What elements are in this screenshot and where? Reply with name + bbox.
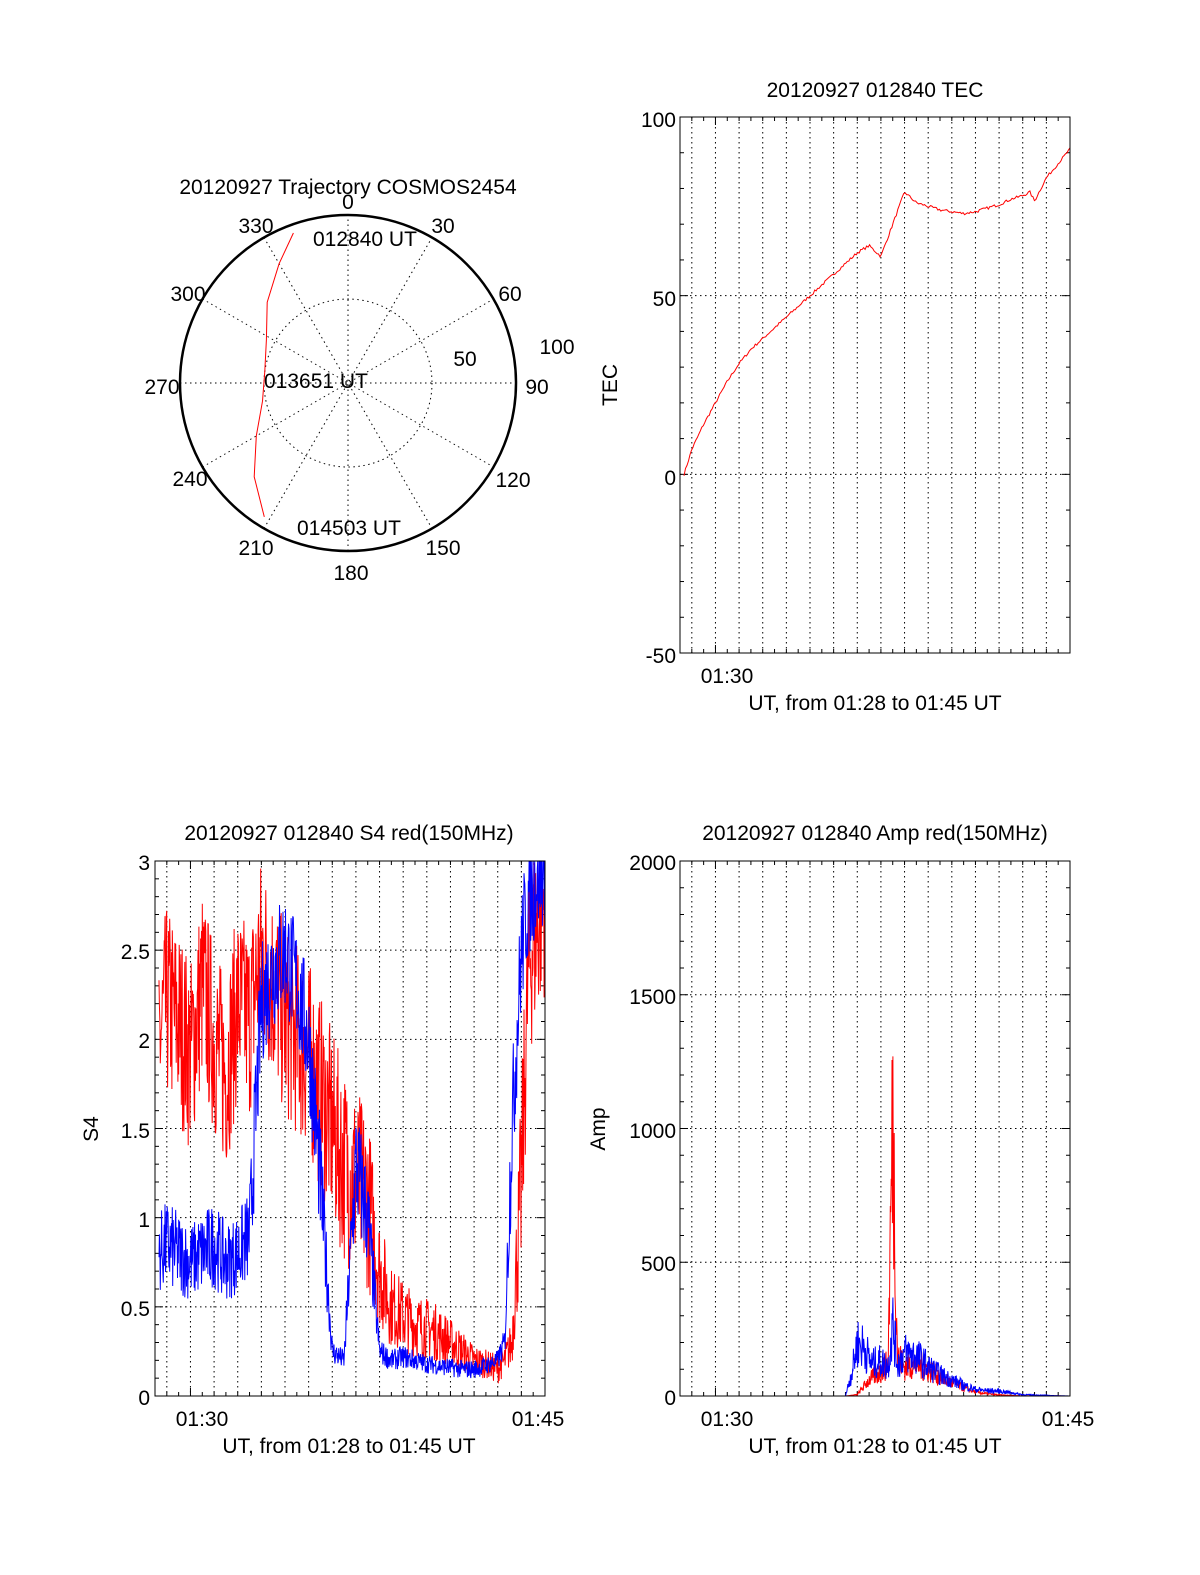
tec-frame [679, 116, 1071, 654]
tec-title: 20120927 012840 TEC [767, 79, 984, 102]
polar-outer-ring [178, 213, 518, 553]
amp-series-red [684, 1056, 1070, 1397]
tec-ytick-100: 100 [641, 109, 676, 132]
s4-xlabel: UT, from 01:28 to 01:45 UT [222, 1435, 475, 1458]
radius-label-50: 50 [453, 348, 476, 371]
trajectory-title: 20120927 Trajectory COSMOS2454 [179, 176, 517, 199]
tec-ytick-0: 0 [664, 467, 676, 490]
amp-panel: 20120927 012840 Amp red(150MHz) 2000 150… [587, 822, 1094, 1458]
s4-series-red [158, 860, 546, 1384]
azimuth-label-240: 240 [172, 468, 207, 491]
tec-xlabel: UT, from 01:28 to 01:45 UT [748, 692, 1001, 715]
s4-series-blue [158, 860, 546, 1379]
s4-ytick-0: 0 [138, 1387, 150, 1410]
trajectory-track [253, 232, 294, 518]
s4-ytick-1-5: 1.5 [121, 1120, 150, 1143]
tec-xtick-0130: 01:30 [701, 665, 754, 688]
amp-xtick-0130: 01:30 [701, 1408, 754, 1431]
azimuth-label-180: 180 [333, 562, 368, 585]
amp-grid [680, 861, 1070, 1396]
s4-ylabel: S4 [80, 1116, 103, 1142]
azimuth-label-330: 330 [238, 215, 273, 238]
tec-ytick-50: 50 [653, 288, 676, 311]
amp-xtick-0145: 01:45 [1042, 1408, 1095, 1431]
azimuth-label-60: 60 [498, 283, 521, 306]
azimuth-label-270: 270 [144, 376, 179, 399]
trajectory-line [253, 232, 294, 518]
s4-frame [154, 860, 546, 1397]
s4-grid [155, 861, 545, 1396]
polar-spoke-120 [202, 298, 494, 468]
s4-xtick-0130: 01:30 [176, 1408, 229, 1431]
azimuth-label-30: 30 [431, 215, 454, 238]
azimuth-label-210: 210 [238, 537, 273, 560]
azimuth-labels: 0 30 60 90 120 150 180 210 240 270 300 3… [144, 191, 548, 585]
amp-ytick-1000: 1000 [629, 1120, 676, 1143]
amp-ytick-1500: 1500 [629, 986, 676, 1009]
azimuth-label-0: 0 [342, 191, 354, 214]
amp-ytick-0: 0 [664, 1387, 676, 1410]
s4-ytick-2: 2 [138, 1030, 150, 1053]
tec-ytick-minus50: -50 [646, 645, 676, 668]
trajectory-start-label: 012840 UT [313, 228, 417, 251]
s4-ytick-1: 1 [138, 1209, 150, 1232]
tec-series-line [683, 147, 1071, 476]
amp-title: 20120927 012840 Amp red(150MHz) [702, 822, 1048, 845]
trajectory-end-label: 014503 UT [297, 517, 401, 540]
polar-grid [180, 215, 516, 551]
amp-xlabel: UT, from 01:28 to 01:45 UT [748, 1435, 1001, 1458]
tec-series [683, 147, 1071, 476]
amp-series [684, 1056, 1070, 1397]
azimuth-label-90: 90 [525, 376, 548, 399]
polar-spoke-150 [263, 237, 433, 529]
trajectory-panel: 20120927 Trajectory COSMOS2454 0 30 60 9… [144, 176, 574, 585]
azimuth-label-150: 150 [425, 537, 460, 560]
polar-spoke-30 [263, 237, 433, 529]
s4-ytick-2-5: 2.5 [121, 941, 150, 964]
s4-ytick-3: 3 [138, 852, 150, 875]
s4-xtick-0145: 01:45 [512, 1408, 565, 1431]
radius-label-100: 100 [539, 336, 574, 359]
azimuth-label-120: 120 [495, 469, 530, 492]
s4-series [158, 860, 546, 1384]
polar-spoke-60 [202, 298, 494, 468]
tec-minor-ticks [680, 116, 1071, 654]
s4-ytick-0-5: 0.5 [121, 1298, 150, 1321]
trajectory-mid-label: 013651 UT [264, 370, 368, 393]
s4-panel: 20120927 012840 S4 red(150MHz) 3 2.5 2 1… [80, 822, 564, 1458]
tec-grid [680, 117, 1070, 653]
s4-title: 20120927 012840 S4 red(150MHz) [184, 822, 513, 845]
amp-ytick-500: 500 [641, 1253, 676, 1276]
tec-panel: 20120927 012840 TEC 100 50 0 -50 01:30 U… [599, 79, 1071, 715]
azimuth-label-300: 300 [170, 283, 205, 306]
polar-ring-50 [263, 298, 433, 468]
amp-frame [679, 860, 1071, 1397]
amp-ylabel: Amp [587, 1107, 610, 1150]
amp-ytick-2000: 2000 [629, 852, 676, 875]
tec-ylabel: TEC [599, 364, 622, 406]
